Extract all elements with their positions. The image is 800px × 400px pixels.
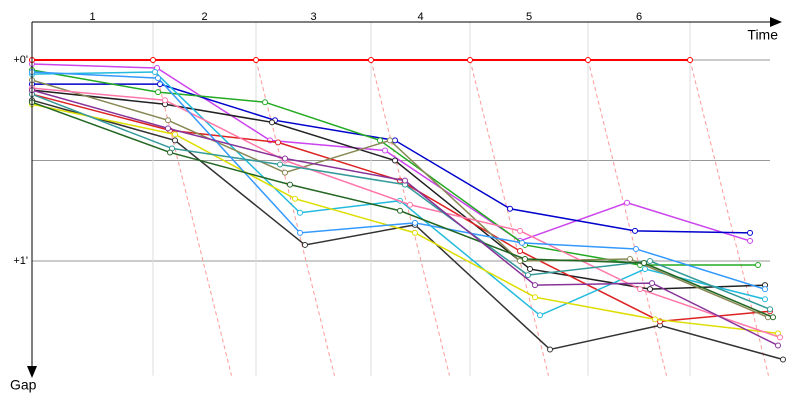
series-point [532,282,538,289]
series-point [282,155,288,162]
lap-layer [152,22,769,376]
series-point [253,57,259,63]
series-point [780,356,786,363]
series-layer [29,57,786,363]
series-point [155,89,161,96]
series-point [649,280,655,287]
series-point [547,346,553,353]
lap-label: 1 [89,11,95,23]
series-point [637,286,643,293]
series-point [652,316,658,323]
series-point [641,260,647,267]
series-point [633,245,639,252]
series-point [172,137,178,144]
series-point [532,294,538,301]
series-point [775,342,781,349]
series-point [522,256,528,263]
series-point [632,227,638,234]
series-point [157,81,163,88]
series-point [397,207,403,214]
series-point [392,157,398,164]
y-tick-label: +0' [13,54,28,66]
series-point [162,97,168,104]
series-point [407,201,413,208]
series-point [412,219,418,226]
lap-crossing-line [370,59,450,376]
series-point [167,149,173,156]
lap-label: 2 [201,11,207,23]
series-point [747,229,753,236]
series-point [762,286,768,293]
series-point [165,125,171,132]
series-point [755,262,761,269]
series-point [627,256,633,263]
lap-crossing-line [469,59,549,376]
lap-label: 4 [417,11,423,23]
series-point [152,69,158,76]
lap-crossing-line [255,59,335,376]
lap-label: 3 [310,11,316,23]
lap-crossing-line [689,59,769,376]
series-point [519,239,525,246]
series-point [282,169,288,176]
series-point [687,57,693,63]
series-point [517,258,523,265]
series-point [770,314,776,321]
lap-label: 5 [526,11,532,23]
x-axis-label: Time [747,27,778,43]
series-point [150,57,156,63]
series-point [172,131,178,138]
series-point [527,266,533,273]
series-point [647,286,653,293]
lap-crossing-line [587,59,667,376]
series-point [585,57,591,63]
x-axis-arrow [770,17,782,27]
series-point [262,99,268,106]
series-point [275,139,281,146]
series-point [642,266,648,273]
series-point [269,119,275,126]
series-point [297,229,303,236]
series-point [525,272,531,279]
series-point [392,137,398,144]
series-point [647,258,653,265]
series-point [762,296,768,303]
series-point [287,181,293,188]
series-point [165,117,171,124]
series-point [382,147,388,154]
series-point [412,229,418,236]
series-point [292,195,298,202]
series-point [368,57,374,63]
series-point [537,312,543,319]
series-point [277,161,283,168]
lap-label: 6 [636,11,642,23]
series-point [402,177,408,184]
series-point [747,237,753,244]
series-point [624,199,630,206]
y-axis-label: Gap [10,377,37,393]
series-point [387,137,393,144]
series-point [297,209,303,216]
series-point [517,227,523,234]
series-point [507,205,513,212]
series-point [302,241,308,248]
series-point [467,57,473,63]
series-point [767,306,773,313]
y-axis-arrow [27,366,37,378]
series-point [517,247,523,254]
lap-crossing-line [152,59,232,376]
y-tick-label: +1' [13,255,28,267]
series-point [777,334,783,341]
series-point [155,75,161,82]
